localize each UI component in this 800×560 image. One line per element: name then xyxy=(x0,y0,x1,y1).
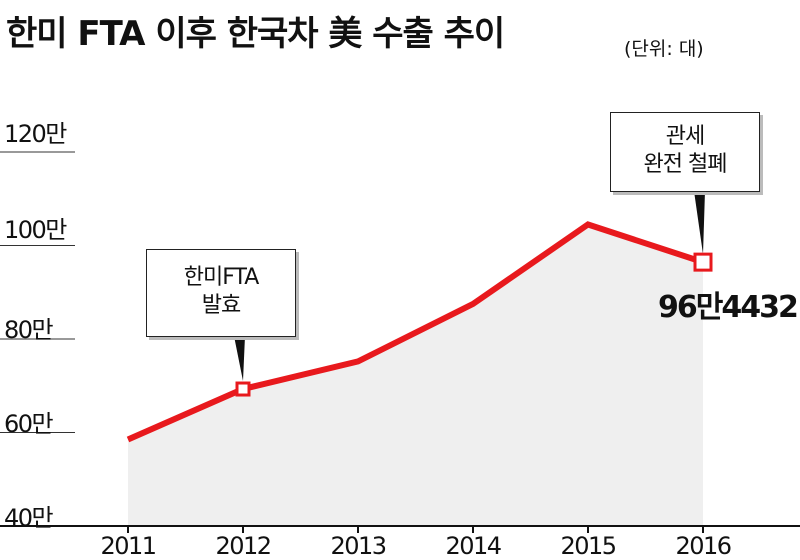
area-fill xyxy=(128,224,703,526)
x-tick-label: 2014 xyxy=(445,532,502,560)
y-tick-label: 100만 xyxy=(4,216,67,244)
data-point-marker xyxy=(693,252,713,272)
callout-line: 한미FTA xyxy=(183,265,260,290)
x-tick-label: 2013 xyxy=(330,532,387,560)
x-tick-label: 2011 xyxy=(100,532,157,560)
callout-line: 관세 xyxy=(665,124,705,149)
callout-pointer xyxy=(694,191,705,255)
x-tick-label: 2016 xyxy=(675,532,732,560)
callout-line: 발효 xyxy=(201,293,241,318)
unit-label: (단위: 대) xyxy=(624,38,704,60)
callout-tariff-removal: 관세 완전 철폐 xyxy=(610,112,760,192)
y-tick-label: 60만 xyxy=(4,410,54,438)
x-tick-label: 2012 xyxy=(215,532,272,560)
chart-title: 한미 FTA 이후 한국차 美 수출 추이 xyxy=(6,14,505,54)
callout-pointer xyxy=(234,336,245,382)
y-tick-label: 80만 xyxy=(4,316,54,344)
y-tick-label: 120만 xyxy=(4,120,67,148)
data-label-2016: 96만4432 xyxy=(658,290,799,325)
x-tick-label: 2015 xyxy=(560,532,617,560)
data-point-marker xyxy=(235,381,251,397)
callout-fta-effective: 한미FTA 발효 xyxy=(146,249,296,337)
series-line xyxy=(126,221,704,443)
callout-line: 완전 철폐 xyxy=(643,152,728,177)
y-tick-label: 40만 xyxy=(4,504,54,532)
